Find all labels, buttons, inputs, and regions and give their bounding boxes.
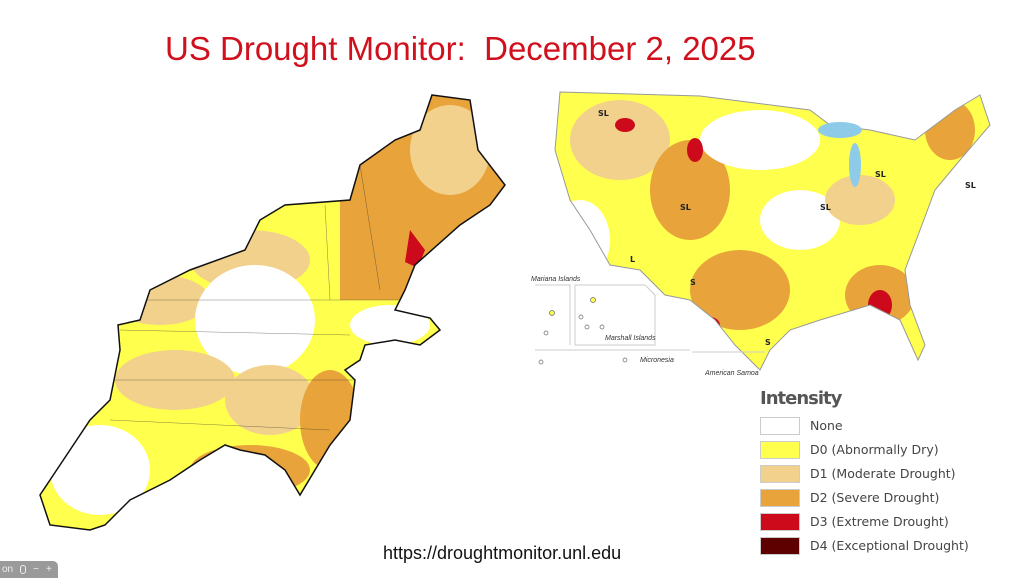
northeast-drought-map	[39, 94, 506, 531]
presentation-controls: on − +	[0, 561, 58, 578]
legend-label: D2 (Severe Drought)	[810, 490, 940, 505]
label-sl: SL	[598, 109, 609, 118]
legend-swatch	[760, 417, 800, 435]
label-s: S	[690, 278, 696, 287]
legend-title: Intensity	[760, 388, 842, 409]
label-l: L	[630, 255, 635, 264]
legend-item-d4: D4 (Exceptional Drought)	[760, 534, 969, 558]
intensity-legend: Intensity None D0 (Abnormally Dry) D1 (M…	[760, 388, 969, 558]
legend-label: D3 (Extreme Drought)	[810, 514, 949, 529]
label-s: S	[765, 338, 771, 347]
legend-label: D1 (Moderate Drought)	[810, 466, 956, 481]
legend-swatch	[760, 465, 800, 483]
label-mariana: Mariana Islands	[531, 276, 581, 283]
legend-swatch	[760, 537, 800, 555]
label-micronesia: Micronesia	[640, 357, 674, 364]
label-samoa: American Samoa	[704, 370, 759, 377]
zoom-out-button[interactable]: −	[33, 563, 39, 575]
legend-item-d2: D2 (Severe Drought)	[760, 486, 969, 510]
label-sl: SL	[875, 170, 886, 179]
legend-label: None	[810, 418, 843, 433]
legend-swatch	[760, 513, 800, 531]
microphone-icon[interactable]	[20, 565, 27, 574]
source-url: https://droughtmonitor.unl.edu	[383, 543, 622, 563]
legend-label: D4 (Exceptional Drought)	[810, 538, 969, 553]
legend-item-d3: D3 (Extreme Drought)	[760, 510, 969, 534]
legend-swatch	[760, 441, 800, 459]
label-sl: SL	[820, 203, 831, 212]
legend-item-d0: D0 (Abnormally Dry)	[760, 438, 969, 462]
label-sl: SL	[965, 181, 976, 190]
controls-text: on	[2, 563, 14, 575]
label-marshall: Marshall Islands	[605, 335, 656, 342]
legend-item-d1: D1 (Moderate Drought)	[760, 462, 969, 486]
us-drought-map: SL SL L SL SL S S SL Mariana Islands Mar…	[531, 91, 991, 377]
legend-swatch	[760, 489, 800, 507]
label-sl: SL	[680, 203, 691, 212]
zoom-in-button[interactable]: +	[45, 563, 52, 575]
slide-title: US Drought Monitor: December 2, 2025	[165, 30, 756, 67]
legend-label: D0 (Abnormally Dry)	[810, 442, 939, 457]
legend-item-none: None	[760, 414, 969, 438]
